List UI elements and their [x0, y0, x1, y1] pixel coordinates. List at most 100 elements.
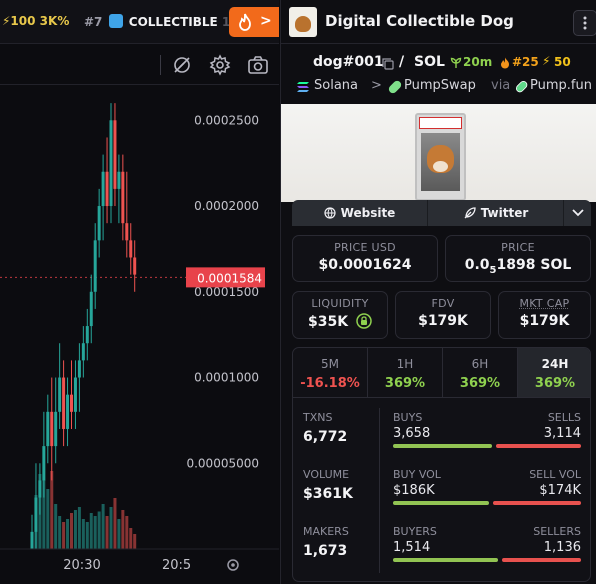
volume-bar	[89, 513, 93, 549]
website-label: Website	[340, 206, 396, 220]
candle-body	[121, 171, 125, 224]
settings-icon[interactable]	[209, 54, 231, 76]
buyers-label: BUYERS	[393, 525, 437, 538]
txns-label: TXNS	[303, 411, 333, 424]
sells-label: SELLS	[547, 411, 581, 424]
indicator-icon[interactable]	[171, 54, 193, 76]
price-native-subscript: 5	[489, 264, 497, 276]
tab-24h[interactable]: 24H 369%	[518, 348, 590, 398]
buys-bar	[393, 444, 493, 448]
volume-stat: VOLUME $361K	[303, 468, 383, 502]
twitter-button[interactable]: Twitter	[429, 200, 564, 226]
tab-6h[interactable]: 6H 369%	[443, 348, 518, 398]
candle-body	[117, 171, 121, 189]
volume-bar	[81, 519, 85, 549]
toolbar-divider	[160, 55, 161, 75]
collectible-badge-icon	[108, 14, 123, 28]
chain-dex[interactable]: PumpSwap	[404, 78, 476, 93]
buys-value: 3,658	[393, 426, 431, 441]
price-native-prefix: 0.0	[464, 257, 490, 273]
trending-ticker: ⚡100 3K% #7 COLLECTIBLE 1K >	[0, 0, 279, 44]
volume-label: VOLUME	[303, 468, 350, 481]
fire-button[interactable]: >	[229, 7, 279, 37]
candle-body	[58, 377, 62, 412]
makers-split: BUYERS SELLERS 1,514 1,136	[393, 525, 581, 565]
ticker-item-2-name: COLLECTIBLE	[128, 15, 218, 29]
price-usd-label: PRICE USD	[334, 241, 396, 254]
volume-bar	[58, 516, 62, 549]
volume-bar	[101, 504, 105, 549]
volume-bar	[77, 507, 81, 549]
pumpfun-icon	[516, 81, 528, 93]
chain-arrow: >	[371, 78, 382, 93]
pair-details-panel: Digital Collectible Dog dog#001 / SOL 20…	[280, 0, 596, 584]
buys-label: BUYS	[393, 411, 423, 424]
copy-icon[interactable]	[382, 58, 394, 70]
solana-icon	[297, 82, 309, 92]
pair-base: dog#001	[313, 54, 384, 70]
gear-icon[interactable]	[227, 559, 239, 571]
slab-label	[419, 117, 462, 129]
liquidity-row: $35K	[293, 313, 387, 330]
graded-card-slab	[415, 113, 466, 201]
stats-box: 5M -16.18% 1H 369% 6H 369% 24H 369% TXNS…	[292, 347, 591, 582]
sell-vol-bar	[492, 501, 581, 505]
ticker-item-1[interactable]: ⚡100 3K%	[2, 14, 69, 28]
dog-muzzle	[433, 161, 448, 172]
pair-quote: SOL	[414, 54, 445, 70]
links-dropdown-button[interactable]	[565, 200, 591, 226]
y-tick-label: 0.0002000	[194, 199, 259, 213]
website-button[interactable]: Website	[292, 200, 428, 226]
tab-5m[interactable]: 5M -16.18%	[293, 348, 368, 398]
candle-body	[62, 377, 66, 429]
current-price-label: 0.0001584	[197, 271, 262, 285]
lock-icon[interactable]	[356, 313, 372, 329]
camera-icon[interactable]	[247, 54, 269, 76]
pair-rank: #25	[512, 55, 539, 69]
chain-launchpad[interactable]: Pump.fun	[530, 78, 592, 93]
volume-bar	[109, 507, 113, 549]
buyers-value: 1,514	[393, 540, 431, 555]
candle-body	[109, 120, 113, 207]
ticker-item-2[interactable]: #7 COLLECTIBLE 1K	[84, 14, 240, 29]
price-native-card: PRICE 0.051898 SOL	[445, 235, 591, 282]
globe-icon	[324, 207, 336, 219]
candle-body	[50, 411, 54, 447]
volume-bar	[105, 516, 109, 549]
y-tick-label: 0.0002500	[194, 113, 259, 127]
twitter-label: Twitter	[480, 206, 529, 220]
candle-body	[66, 394, 70, 429]
candle-body	[113, 120, 117, 189]
txns-stat: TXNS 6,772	[303, 411, 383, 445]
flame-icon	[501, 57, 509, 69]
liquidity-card: LIQUIDITY $35K	[292, 291, 388, 339]
chain-network[interactable]: Solana	[314, 78, 358, 93]
tab-1h[interactable]: 1H 369%	[368, 348, 443, 398]
tab-24h-label: 24H	[541, 357, 569, 371]
sell-vol-label: SELL VOL	[529, 468, 581, 481]
candle-body	[125, 223, 129, 241]
buy-vol-label: BUY VOL	[393, 468, 441, 481]
txns-split: BUYS SELLS 3,658 3,114	[393, 411, 581, 451]
chevron-down-icon	[572, 209, 584, 217]
market-cap-value: $179K	[519, 313, 570, 329]
liquidity-value: $35K	[308, 314, 349, 330]
price-usd-value: $0.0001624	[318, 257, 412, 273]
price-native-rest: 1898 SOL	[496, 257, 572, 273]
chain-line: Solana > PumpSwap via Pump.fun	[281, 78, 596, 96]
y-tick-label: 0.00005000	[186, 456, 259, 470]
volume-split: BUY VOL SELL VOL $186K $174K	[393, 468, 581, 508]
token-thumbnail	[289, 7, 317, 37]
y-tick-label: 0.0001000	[194, 371, 259, 385]
volume-bar	[117, 519, 121, 549]
feather-icon	[464, 207, 476, 219]
makers-label: MAKERS	[303, 525, 349, 538]
price-native-value: 0.051898 SOL	[446, 257, 590, 276]
price-native-label: PRICE	[501, 241, 535, 254]
more-button[interactable]	[573, 10, 596, 36]
price-chart[interactable]: 0.0002500 0.0002000 0.0001500 0.0001000 0.00…	[0, 86, 279, 584]
makers-value: 1,673	[303, 543, 348, 559]
candle-body	[105, 171, 109, 207]
fire-icon	[239, 13, 251, 31]
volume-bar	[73, 510, 77, 549]
